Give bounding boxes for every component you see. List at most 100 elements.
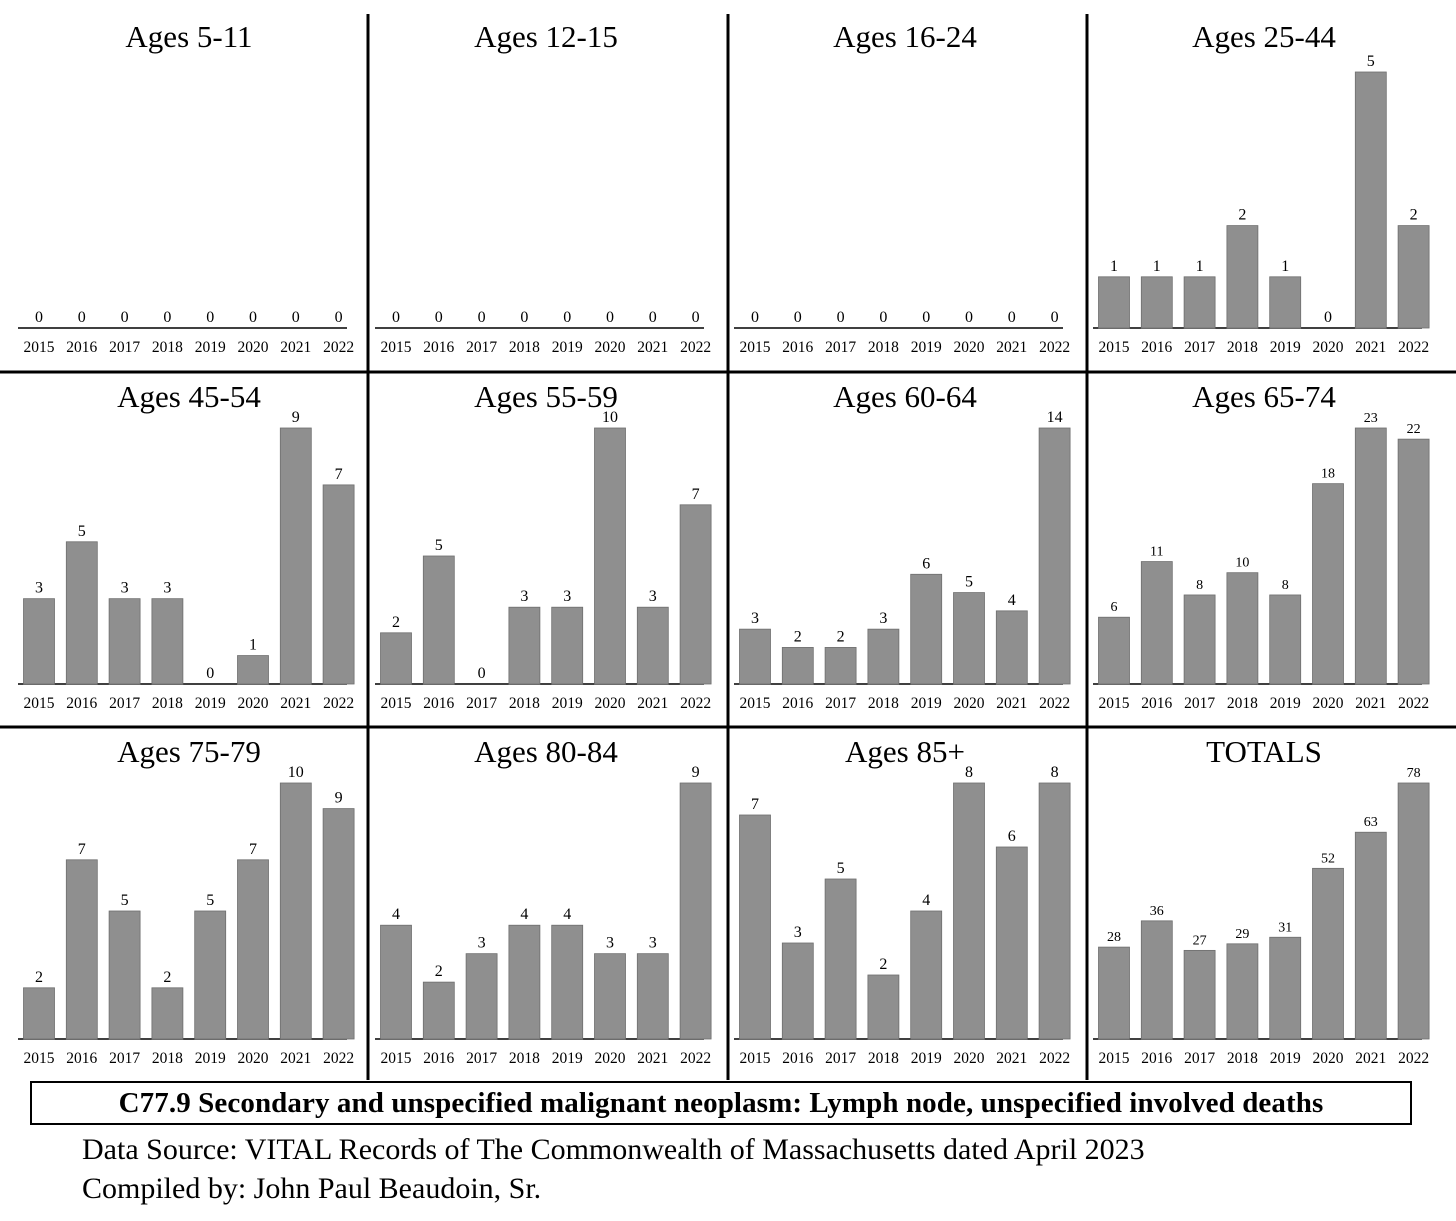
chart-ages-60-64-bar-2018 [867,628,900,685]
chart-totals-tick-label-2016: 2016 [1141,1050,1172,1067]
chart-ages-16-24-value-label-2017: 0 [837,309,845,326]
chart-ages-25-44-tick-label-2021: 2021 [1355,339,1386,356]
chart-ages-16-24-tick-label-2016: 2016 [782,339,813,356]
chart-ages-45-54-bar-2022 [322,484,355,685]
chart-ages-25-44-tick-label-2019: 2019 [1270,339,1301,356]
chart-ages-75-79-value-label-2019: 5 [206,892,214,909]
chart-ages-25-44-bar-2019 [1269,276,1302,329]
chart-ages-55-59-value-label-2021: 3 [649,588,657,605]
chart-totals-value-label-2017: 27 [1193,933,1207,948]
chart-ages-80-84-bar-2019 [551,924,584,1040]
chart-ages-60-64-tick-label-2020: 2020 [954,695,985,712]
chart-ages-5-11-value-label-2018: 0 [163,309,171,326]
chart-ages-60-64-tick-label-2017: 2017 [825,695,856,712]
chart-ages-65-74-tick-label-2018: 2018 [1227,695,1258,712]
chart-ages-55-59-tick-label-2020: 2020 [595,695,626,712]
chart-ages-85-title: Ages 85+ [845,734,965,769]
chart-ages-45-54-tick-label-2021: 2021 [280,695,311,712]
chart-ages-45-54-value-label-2018: 3 [163,580,171,597]
chart-ages-60-64-tick-label-2022: 2022 [1039,695,1070,712]
chart-ages-12-15-tick-label-2015: 2015 [381,339,412,356]
chart-totals-value-label-2021: 63 [1364,815,1378,830]
chart-ages-60-64-bar-2022 [1038,427,1071,685]
chart-ages-85-tick-label-2018: 2018 [868,1050,899,1067]
chart-ages-55-59-tick-label-2017: 2017 [466,695,497,712]
chart-ages-45-54-value-label-2015: 3 [35,580,43,597]
chart-ages-80-84-tick-label-2017: 2017 [466,1050,497,1067]
chart-totals-bar-2022 [1397,782,1430,1040]
chart-ages-80-84-tick-label-2021: 2021 [637,1050,668,1067]
chart-ages-55-59-tick-label-2021: 2021 [637,695,668,712]
chart-ages-16-24-tick-label-2017: 2017 [825,339,856,356]
chart-ages-5-11-value-label-2022: 0 [335,309,343,326]
chart-ages-16-24-tick-label-2020: 2020 [954,339,985,356]
chart-ages-16-24-value-label-2019: 0 [922,309,930,326]
chart-totals-bar-2016 [1140,920,1173,1040]
chart-ages-16-24-tick-label-2018: 2018 [868,339,899,356]
chart-ages-55-59-tick-label-2019: 2019 [552,695,583,712]
chart-ages-80-84-bar-2020 [594,953,626,1040]
chart-ages-5-11-title: Ages 5-11 [125,19,252,54]
chart-ages-80-84-bar-2017 [465,953,498,1040]
chart-totals-bar-2015 [1098,946,1130,1040]
chart-totals-bar-2019 [1269,936,1302,1040]
chart-totals-value-label-2020: 52 [1321,851,1335,866]
chart-ages-16-24-title: Ages 16-24 [833,19,977,54]
chart-ages-25-44-value-label-2020: 0 [1324,309,1332,326]
chart-ages-25-44-value-label-2015: 1 [1110,258,1118,275]
chart-ages-65-74-tick-label-2020: 2020 [1313,695,1344,712]
chart-ages-85-tick-label-2021: 2021 [996,1050,1027,1067]
chart-ages-25-44-title: Ages 25-44 [1192,19,1336,54]
chart-ages-75-79-bar-2016 [65,859,98,1040]
chart-ages-65-74-bar-2021 [1354,427,1387,685]
chart-ages-25-44-value-label-2022: 2 [1410,207,1418,224]
chart-ages-75-79-bar-2020 [237,859,269,1040]
chart-ages-60-64-bar-2019 [910,573,943,685]
chart-ages-75-79-value-label-2021: 10 [288,764,304,781]
chart-ages-25-44-bar-2015 [1098,276,1130,329]
chart-ages-45-54-tick-label-2018: 2018 [152,695,183,712]
chart-ages-25-44-value-label-2016: 1 [1153,258,1161,275]
chart-ages-60-64-bar-2016 [781,647,814,685]
chart-ages-16-24-tick-label-2021: 2021 [996,339,1027,356]
chart-ages-65-74-value-label-2017: 8 [1196,578,1203,593]
chart-ages-80-84-bar-2021 [636,953,669,1040]
chart-ages-65-74-value-label-2019: 8 [1282,578,1289,593]
chart-ages-75-79-value-label-2020: 7 [249,841,257,858]
chart-ages-75-79-tick-label-2022: 2022 [323,1050,354,1067]
chart-ages-25-44-value-label-2019: 1 [1281,258,1289,275]
chart-ages-65-74-title: Ages 65-74 [1192,379,1336,414]
chart-ages-65-74-value-label-2022: 22 [1407,422,1421,437]
chart-totals-bar-2018 [1226,943,1259,1040]
chart-ages-60-64-value-label-2020: 5 [965,574,973,591]
chart-ages-85-value-label-2016: 3 [794,924,802,941]
chart-ages-12-15-tick-label-2022: 2022 [680,339,711,356]
chart-ages-65-74-bar-2016 [1140,561,1173,685]
chart-ages-80-84-value-label-2018: 4 [520,906,528,923]
chart-ages-45-54-value-label-2021: 9 [292,409,300,426]
chart-ages-80-84-value-label-2015: 4 [392,906,400,923]
chart-ages-85-bar-2021 [995,846,1028,1040]
chart-ages-75-79-tick-label-2018: 2018 [152,1050,183,1067]
chart-ages-45-54-tick-label-2022: 2022 [323,695,354,712]
chart-caption: C77.9 Secondary and unspecified malignan… [30,1081,1412,1125]
chart-ages-55-59-tick-label-2022: 2022 [680,695,711,712]
chart-ages-65-74-bar-2017 [1183,594,1216,685]
chart-ages-80-84-tick-label-2020: 2020 [595,1050,626,1067]
chart-ages-12-15-tick-label-2018: 2018 [509,339,540,356]
chart-totals-bar-2021 [1354,831,1387,1040]
chart-ages-5-11-value-label-2021: 0 [292,309,300,326]
chart-totals-value-label-2015: 28 [1107,930,1121,945]
chart-ages-5-11-tick-label-2022: 2022 [323,339,354,356]
chart-ages-60-64-value-label-2019: 6 [922,555,930,572]
chart-ages-75-79-bar-2022 [322,808,355,1040]
chart-ages-16-24-value-label-2020: 0 [965,309,973,326]
chart-ages-80-84-tick-label-2016: 2016 [423,1050,454,1067]
chart-ages-65-74-value-label-2016: 11 [1150,545,1163,560]
chart-ages-25-44-tick-label-2017: 2017 [1184,339,1215,356]
chart-ages-85-bar-2020 [953,782,985,1040]
chart-ages-12-15-value-label-2015: 0 [392,309,400,326]
chart-ages-55-59-value-label-2016: 5 [435,537,443,554]
chart-ages-65-74-bar-2018 [1226,572,1259,685]
chart-ages-85-bar-2022 [1038,782,1071,1040]
